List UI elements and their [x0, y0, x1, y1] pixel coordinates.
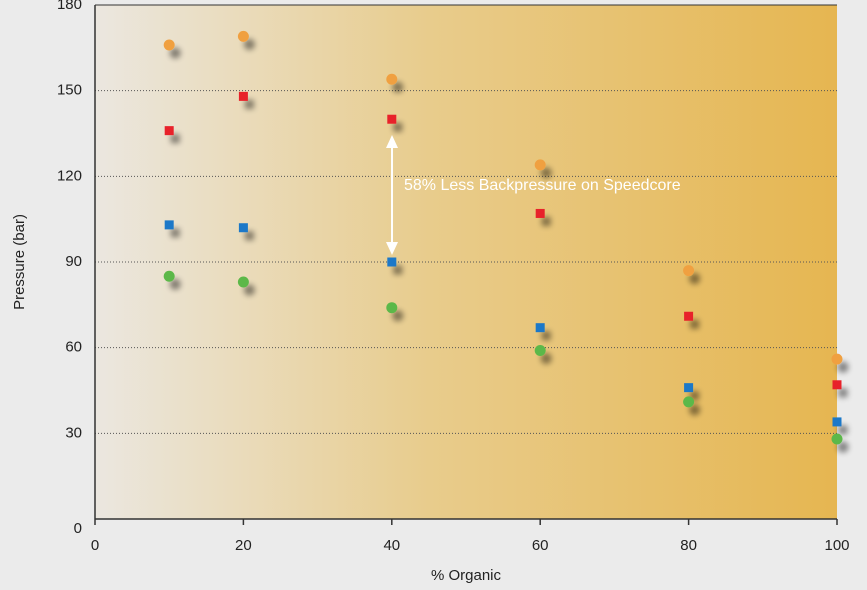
point: [163, 270, 175, 282]
point: [237, 276, 249, 288]
point: [831, 353, 843, 365]
point: [386, 73, 398, 85]
point: [238, 91, 248, 101]
y-tick-label: 30: [65, 424, 82, 441]
point: [832, 380, 842, 390]
y-tick-label: 0: [74, 520, 82, 537]
x-axis-label: % Organic: [431, 567, 502, 584]
y-axis-label: Pressure (bar): [11, 214, 28, 310]
annotation: 58% Less Backpressure on Speedcore: [404, 177, 681, 194]
y-tick-label: 150: [57, 82, 82, 99]
point: [683, 396, 695, 408]
point: [238, 223, 248, 233]
point: [387, 114, 397, 124]
point: [237, 30, 249, 42]
y-tick-label: 180: [57, 0, 82, 13]
x-tick-label: 80: [680, 537, 697, 554]
point: [684, 311, 694, 321]
point: [832, 417, 842, 427]
x-tick-label: 0: [91, 537, 99, 554]
point: [386, 302, 398, 314]
x-tick-label: 40: [383, 537, 400, 554]
point: [387, 257, 397, 267]
point: [684, 383, 694, 393]
point: [163, 39, 175, 51]
x-tick-label: 20: [235, 537, 252, 554]
point: [535, 323, 545, 333]
point: [164, 220, 174, 230]
annotation-arrow: [386, 135, 398, 255]
point: [534, 159, 546, 171]
point: [164, 126, 174, 136]
point: [831, 433, 843, 445]
point: [683, 265, 695, 277]
x-tick-label: 60: [532, 537, 549, 554]
x-tick-label: 100: [824, 537, 849, 554]
y-tick-label: 120: [57, 167, 82, 184]
point: [535, 208, 545, 218]
y-tick-label: 90: [65, 253, 82, 270]
point: [534, 345, 546, 357]
y-tick-label: 60: [65, 339, 82, 356]
